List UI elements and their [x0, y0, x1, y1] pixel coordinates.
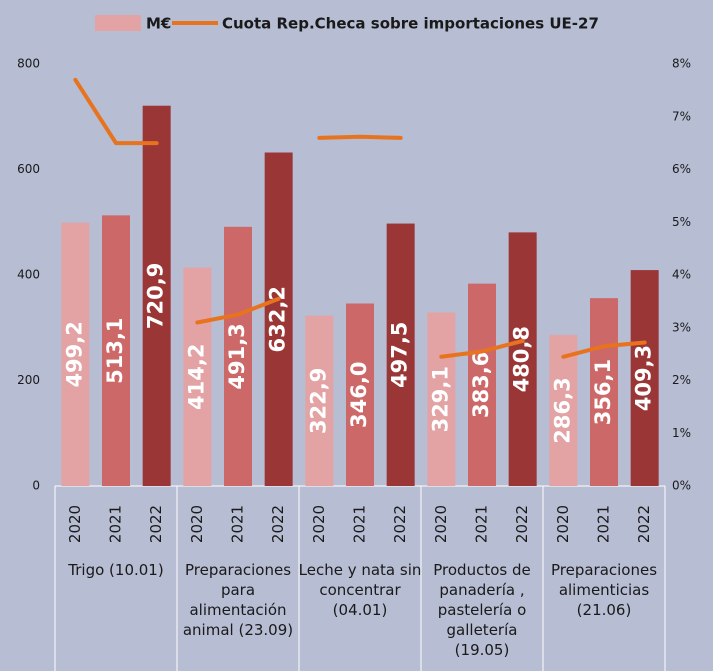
data-label: 356,1 [591, 359, 615, 425]
y2-tick-label: 4% [672, 268, 691, 282]
group-label: Leche y nata sin concentrar (04.01) [298, 561, 422, 619]
y-tick-label: 200 [17, 373, 40, 387]
data-label: 513,1 [103, 317, 127, 383]
bar [508, 232, 537, 486]
x-tick-label: 2022 [635, 505, 653, 543]
bar [468, 283, 496, 486]
x-tick-label: 2022 [513, 505, 531, 543]
group-label: Preparaciones para alimentación animal (… [182, 561, 294, 639]
x-tick-label: 2021 [229, 505, 247, 543]
line-segment [317, 134, 403, 140]
x-tick-label: 2021 [473, 505, 491, 543]
y-tick-label: 400 [17, 268, 40, 282]
bar [305, 315, 334, 486]
bar [102, 215, 130, 486]
line-segment [195, 296, 281, 325]
data-label: 491,3 [225, 323, 249, 389]
data-label: 346,0 [347, 362, 371, 428]
data-label: 632,2 [266, 286, 290, 352]
legend-label: M€ [146, 15, 171, 33]
y2-tick-label: 3% [672, 320, 691, 334]
x-tick-label: 2022 [147, 505, 165, 543]
data-label: 322,9 [306, 368, 330, 434]
group-label: Preparaciones alimenticias (21.06) [550, 561, 658, 619]
y-tick-label: 0 [32, 479, 40, 493]
bar [590, 298, 618, 486]
bar [142, 105, 171, 486]
x-tick-label: 2021 [107, 505, 125, 543]
data-label: 383,6 [469, 352, 493, 418]
bar [61, 222, 90, 486]
line-segment [439, 338, 525, 359]
x-tick-label: 2021 [351, 505, 369, 543]
bar [427, 312, 456, 486]
group-label: Productos de panadería , pastelería o ga… [433, 561, 531, 659]
y2-tick-label: 0% [672, 479, 691, 493]
y2-tick-label: 8% [672, 57, 691, 71]
bar [630, 270, 659, 486]
y2-tick-label: 1% [672, 426, 691, 440]
bar [224, 226, 252, 487]
data-label: 414,2 [184, 344, 208, 410]
bar [386, 223, 415, 486]
y2-tick-label: 7% [672, 109, 691, 123]
x-tick-label: 2020 [66, 505, 84, 543]
x-tick-label: 2021 [595, 505, 613, 543]
x-tick-label: 2020 [188, 505, 206, 543]
data-label: 499,2 [62, 321, 86, 387]
data-label: 409,3 [632, 345, 656, 411]
bar [183, 267, 212, 486]
bar [549, 334, 578, 486]
y-tick-label: 800 [17, 57, 40, 71]
x-tick-label: 2022 [269, 505, 287, 543]
line-segment [73, 77, 159, 146]
bar [346, 303, 374, 486]
bar [264, 152, 293, 486]
x-tick-label: 2020 [554, 505, 572, 543]
line-segment [561, 340, 647, 359]
y2-tick-label: 2% [672, 373, 691, 387]
data-label: 286,3 [550, 377, 574, 443]
y2-tick-label: 5% [672, 215, 691, 229]
legend-swatch [95, 15, 141, 31]
y2-tick-label: 6% [672, 162, 691, 176]
y-tick-label: 600 [17, 162, 40, 176]
x-tick-label: 2022 [391, 505, 409, 543]
data-label: 720,9 [144, 263, 168, 329]
data-label: 329,1 [428, 366, 452, 432]
data-label: 497,5 [388, 322, 412, 388]
x-tick-label: 2020 [310, 505, 328, 543]
group-label: Trigo (10.01) [68, 561, 164, 579]
data-label: 480,8 [510, 326, 534, 392]
legend-label: Cuota Rep.Checa sobre importaciones UE-2… [222, 15, 599, 33]
x-tick-label: 2020 [432, 505, 450, 543]
